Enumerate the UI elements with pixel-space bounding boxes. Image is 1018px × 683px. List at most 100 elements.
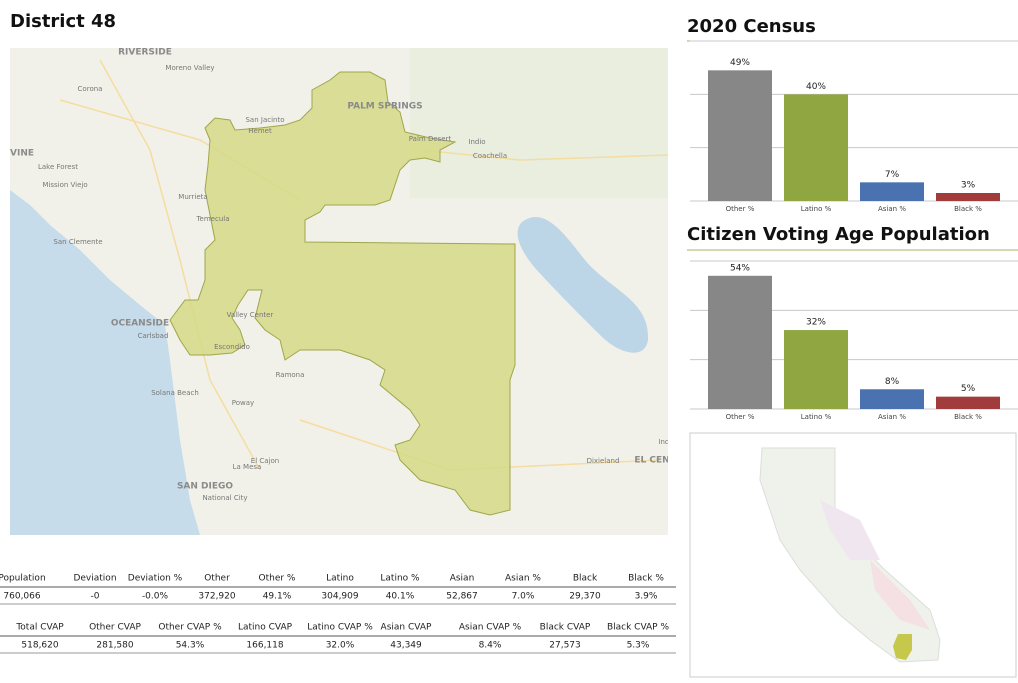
bar: [708, 70, 772, 201]
map: [10, 48, 668, 535]
table-cell: 166,118: [246, 641, 283, 651]
ocean: [10, 190, 200, 535]
table-cell: 32.0%: [326, 641, 355, 651]
chart-title: 2020 Census: [687, 16, 816, 37]
map-label: Ramona: [276, 371, 305, 379]
table-header: Latino %: [380, 574, 420, 584]
value-label: 49%: [730, 58, 750, 68]
tables: Population Deviation Deviation % Other Other…: [0, 574, 676, 654]
inset-district: [893, 634, 912, 660]
table-header: Asian %: [505, 574, 541, 584]
value-label: 32%: [806, 318, 826, 328]
bar: [784, 330, 848, 409]
category-label: Asian %: [878, 413, 906, 421]
table-header: Black: [573, 574, 598, 584]
table-header: Other %: [259, 574, 296, 584]
map-label: VINE: [10, 149, 34, 159]
map-label: Indio: [658, 438, 675, 446]
table-cell: 372,920: [198, 592, 235, 602]
map-label: SAN DIEGO: [177, 482, 233, 492]
page-title: District 48: [10, 11, 116, 32]
table-header: Black CVAP %: [607, 623, 670, 633]
table-header: Other CVAP %: [158, 623, 222, 633]
table-cell: 40.1%: [386, 592, 415, 602]
table-header: Asian CVAP: [381, 623, 432, 633]
category-label: Black %: [954, 205, 982, 213]
table-cell: 760,066: [3, 592, 40, 602]
map-label: Valley Center: [227, 311, 274, 319]
map-label: Escondido: [214, 343, 250, 351]
table-cell: 49.1%: [263, 592, 292, 602]
map-label: Corona: [78, 85, 103, 93]
map-label: Hemet: [248, 127, 272, 135]
table-header: Deviation: [73, 574, 116, 584]
value-label: 3%: [961, 181, 976, 191]
map-label: Coachella: [473, 152, 507, 160]
map-label: Poway: [232, 399, 254, 407]
table-cell: 8.4%: [479, 641, 502, 651]
value-label: 54%: [730, 263, 750, 273]
bar: [860, 182, 924, 201]
table-cell: 52,867: [446, 592, 478, 602]
table-header: Total CVAP: [15, 623, 64, 633]
table-header: Black CVAP: [540, 623, 591, 633]
table-header: Deviation %: [128, 574, 183, 584]
map-label: El Cajon: [251, 457, 279, 465]
category-label: Latino %: [801, 413, 832, 421]
map-label: Palm Desert: [409, 135, 452, 143]
table-cell: 518,620: [21, 641, 58, 651]
table-header: Black %: [628, 574, 664, 584]
map-label: OCEANSIDE: [111, 319, 169, 329]
charts: 2020 Census 49% Other % 40% Latino % 7% Asian …: [687, 16, 1018, 421]
table-header: Latino CVAP %: [307, 623, 373, 633]
table-cell: 27,573: [549, 641, 581, 651]
map-label: Lake Forest: [38, 163, 78, 171]
table-cell: 43,349: [390, 641, 422, 651]
map-label: Temecula: [195, 215, 229, 223]
map-label: La Mesa: [233, 463, 262, 471]
map-label: Solana Beach: [151, 389, 199, 397]
table-cell: 304,909: [321, 592, 358, 602]
table-header: Population: [0, 574, 46, 584]
value-label: 40%: [806, 82, 826, 92]
value-label: 5%: [961, 384, 976, 394]
bar: [784, 94, 848, 201]
bar: [860, 389, 924, 409]
category-label: Other %: [726, 413, 755, 421]
district-boundary: [169, 71, 516, 516]
roads: [59, 59, 668, 471]
map-label: Murrieta: [178, 193, 207, 201]
map-labels: RIVERSIDE Moreno Valley Corona PALM SPRINGS…: [10, 48, 675, 502]
value-label: 8%: [885, 377, 900, 387]
map-desert: [410, 48, 668, 198]
table-cell: 5.3%: [627, 641, 650, 651]
map-label: Moreno Valley: [165, 64, 214, 72]
map-label: San Jacinto: [245, 116, 284, 124]
table-header: Latino: [326, 574, 354, 584]
table-header: Latino CVAP: [238, 623, 293, 633]
category-label: Latino %: [801, 205, 832, 213]
table-cell: 3.9%: [635, 592, 658, 602]
map-label: Indio: [468, 138, 485, 146]
chart-title: Citizen Voting Age Population: [687, 224, 990, 245]
table-cell: 7.0%: [512, 592, 535, 602]
table-cell: -0: [91, 592, 100, 602]
bar: [936, 193, 1000, 201]
bar: [708, 275, 772, 409]
inset-region: [820, 500, 880, 560]
map-label: Dixieland: [587, 457, 620, 465]
category-label: Other %: [726, 205, 755, 213]
value-label: 7%: [885, 170, 900, 180]
table-header: Asian: [450, 574, 475, 584]
salton-sea: [517, 217, 649, 353]
table-cell: 54.3%: [176, 641, 205, 651]
inset-region: [870, 560, 930, 630]
map-label: Carlsbad: [138, 332, 169, 340]
table-header: Other: [204, 574, 230, 584]
map-label: San Clemente: [53, 238, 102, 246]
table-cell: 29,370: [569, 592, 601, 602]
table-cell: 281,580: [96, 641, 133, 651]
table-header: Asian CVAP %: [459, 623, 522, 633]
table-header: Other CVAP: [89, 623, 141, 633]
